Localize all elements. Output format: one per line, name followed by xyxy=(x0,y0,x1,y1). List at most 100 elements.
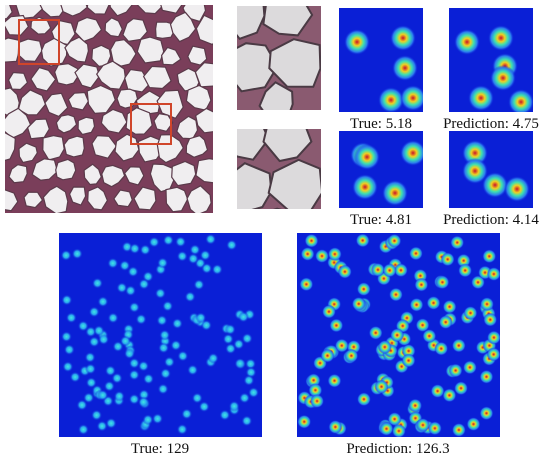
adipocyte-cell xyxy=(39,5,67,18)
density-blob xyxy=(69,371,81,383)
density-blob xyxy=(152,413,164,425)
density-blob xyxy=(414,277,429,292)
density-blob xyxy=(427,421,442,436)
density-map-true-large xyxy=(59,233,262,437)
density-map-pred-1 xyxy=(449,8,533,112)
density-blob xyxy=(129,243,141,255)
density-blob xyxy=(189,244,201,256)
adipocyte-cell xyxy=(114,133,140,162)
density-blob xyxy=(103,380,115,392)
density-blob xyxy=(61,294,73,306)
adipocyte-cell xyxy=(54,62,80,86)
adipocyte-cell xyxy=(104,17,123,38)
adipocyte-cell xyxy=(55,114,78,134)
density-blob xyxy=(387,233,402,248)
adipocyte-cell xyxy=(5,37,21,63)
density-blob xyxy=(488,25,514,51)
density-blob xyxy=(382,263,397,278)
density-blob xyxy=(60,331,72,343)
density-blob xyxy=(344,29,370,55)
adipocyte-cell xyxy=(262,129,313,163)
density-blob xyxy=(483,312,498,327)
density-blob xyxy=(85,326,97,338)
density-blob xyxy=(374,379,389,394)
adipocyte-cell xyxy=(195,14,213,46)
adipocyte-cell xyxy=(268,38,321,88)
density-blob xyxy=(76,399,88,411)
density-blob xyxy=(327,373,342,388)
density-blob xyxy=(225,343,237,355)
density-blob xyxy=(175,236,187,248)
density-blob xyxy=(97,389,109,401)
density-blob xyxy=(351,296,366,311)
density-blob xyxy=(63,344,75,356)
adipocyte-cell xyxy=(5,107,32,139)
adipocyte-cell xyxy=(44,92,69,118)
density-blob xyxy=(107,257,119,269)
adipocyte-cell xyxy=(124,68,151,93)
adipocyte-cell xyxy=(195,107,213,134)
adipocyte-cell xyxy=(109,5,133,17)
adipocyte-cell xyxy=(5,132,16,161)
density-blob xyxy=(504,176,530,202)
adipocyte-cell xyxy=(122,17,148,43)
adipocyte-cell xyxy=(258,81,294,110)
density-blob xyxy=(434,341,449,356)
density-blob xyxy=(328,419,343,434)
density-blob xyxy=(104,365,116,377)
adipocyte-cell xyxy=(186,185,212,213)
adipocyte-cell xyxy=(171,160,197,187)
density-blob xyxy=(377,340,392,355)
density-blob xyxy=(71,248,83,260)
adipocyte-cell xyxy=(194,62,213,88)
density-blob xyxy=(426,295,441,310)
density-blob xyxy=(138,360,150,372)
adipocyte-cell xyxy=(64,36,90,63)
density-blob xyxy=(138,396,150,408)
adipocyte-cell xyxy=(165,186,189,213)
adipocyte-cell xyxy=(136,36,165,64)
density-blob xyxy=(321,304,336,319)
adipocyte-cell xyxy=(74,16,103,43)
density-blob xyxy=(84,351,96,363)
adipocyte-cell xyxy=(153,112,174,132)
density-blob xyxy=(408,398,423,413)
density-blob xyxy=(390,25,416,51)
adipocyte-cell xyxy=(23,191,44,209)
histology-image xyxy=(5,5,213,213)
density-blob xyxy=(379,421,394,436)
zoom-crop-top-svg xyxy=(237,6,321,110)
density-blob xyxy=(400,85,423,111)
density-blob xyxy=(176,423,188,435)
density-blob xyxy=(148,236,160,248)
density-map-pred-2 xyxy=(449,131,533,208)
density-blob xyxy=(156,314,168,326)
density-blob xyxy=(462,140,488,166)
density-blob xyxy=(462,360,477,375)
density-blob xyxy=(463,306,478,321)
caption-true-large: True: 129 xyxy=(130,441,190,457)
density-blob xyxy=(88,306,100,318)
density-blob xyxy=(83,392,95,404)
density-blob xyxy=(415,318,430,333)
density-map-true-2 xyxy=(339,131,423,208)
adipocyte-cell xyxy=(160,5,183,14)
density-blob xyxy=(482,249,497,264)
density-blob xyxy=(479,406,494,421)
adipocyte-cell xyxy=(142,65,172,90)
density-blob xyxy=(135,313,147,325)
adipocyte-cell xyxy=(267,158,321,209)
adipocyte-cell xyxy=(7,71,29,91)
adipocyte-cell xyxy=(86,84,116,115)
density-blob xyxy=(468,85,494,111)
density-blob xyxy=(430,384,445,399)
adipocyte-cell xyxy=(42,185,69,213)
density-blob xyxy=(154,287,166,299)
density-blob xyxy=(187,364,199,376)
density-blob xyxy=(191,392,203,404)
adipocyte-cell xyxy=(101,164,126,188)
histology-svg xyxy=(5,5,213,213)
adipocyte-cell xyxy=(42,134,65,161)
density-blob xyxy=(393,263,408,278)
density-blob xyxy=(200,319,212,331)
